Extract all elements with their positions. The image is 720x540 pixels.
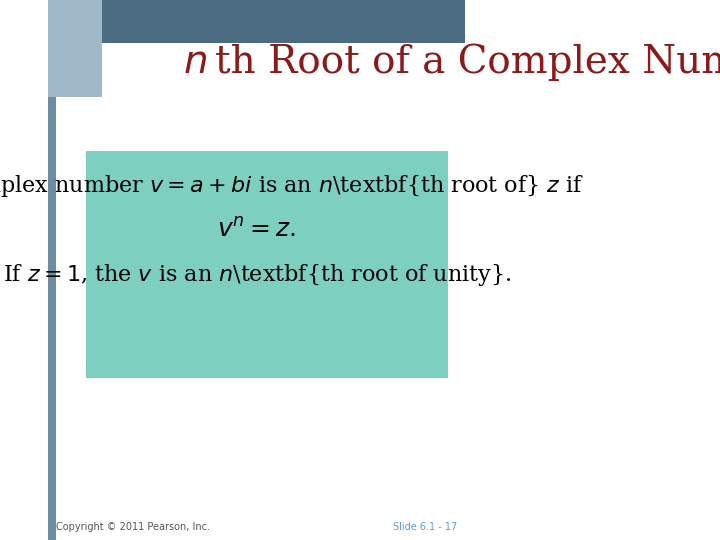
Text: Copyright © 2011 Pearson, Inc.: Copyright © 2011 Pearson, Inc. <box>56 522 210 531</box>
Text: A complex number $v = a + bi$ is an $\mathbf{\mathit{n}}$\textbf{th root of} $\m: A complex number $v = a + bi$ is an $\ma… <box>0 173 584 199</box>
Text: If $z = 1$, the $v$ is an $\mathbf{\mathit{n}}$\textbf{th root of unity}.: If $z = 1$, the $v$ is an $\mathbf{\math… <box>3 262 510 288</box>
FancyBboxPatch shape <box>48 0 102 97</box>
Text: th Root of a Complex Number: th Root of a Complex Number <box>215 43 720 81</box>
Text: $v^{n} = z.$: $v^{n} = z.$ <box>217 218 296 241</box>
Text: $\mathit{n}$: $\mathit{n}$ <box>183 44 207 80</box>
FancyBboxPatch shape <box>86 151 449 378</box>
Text: Slide 6.1 - 17: Slide 6.1 - 17 <box>392 522 456 531</box>
FancyBboxPatch shape <box>48 0 55 540</box>
FancyBboxPatch shape <box>48 0 465 43</box>
